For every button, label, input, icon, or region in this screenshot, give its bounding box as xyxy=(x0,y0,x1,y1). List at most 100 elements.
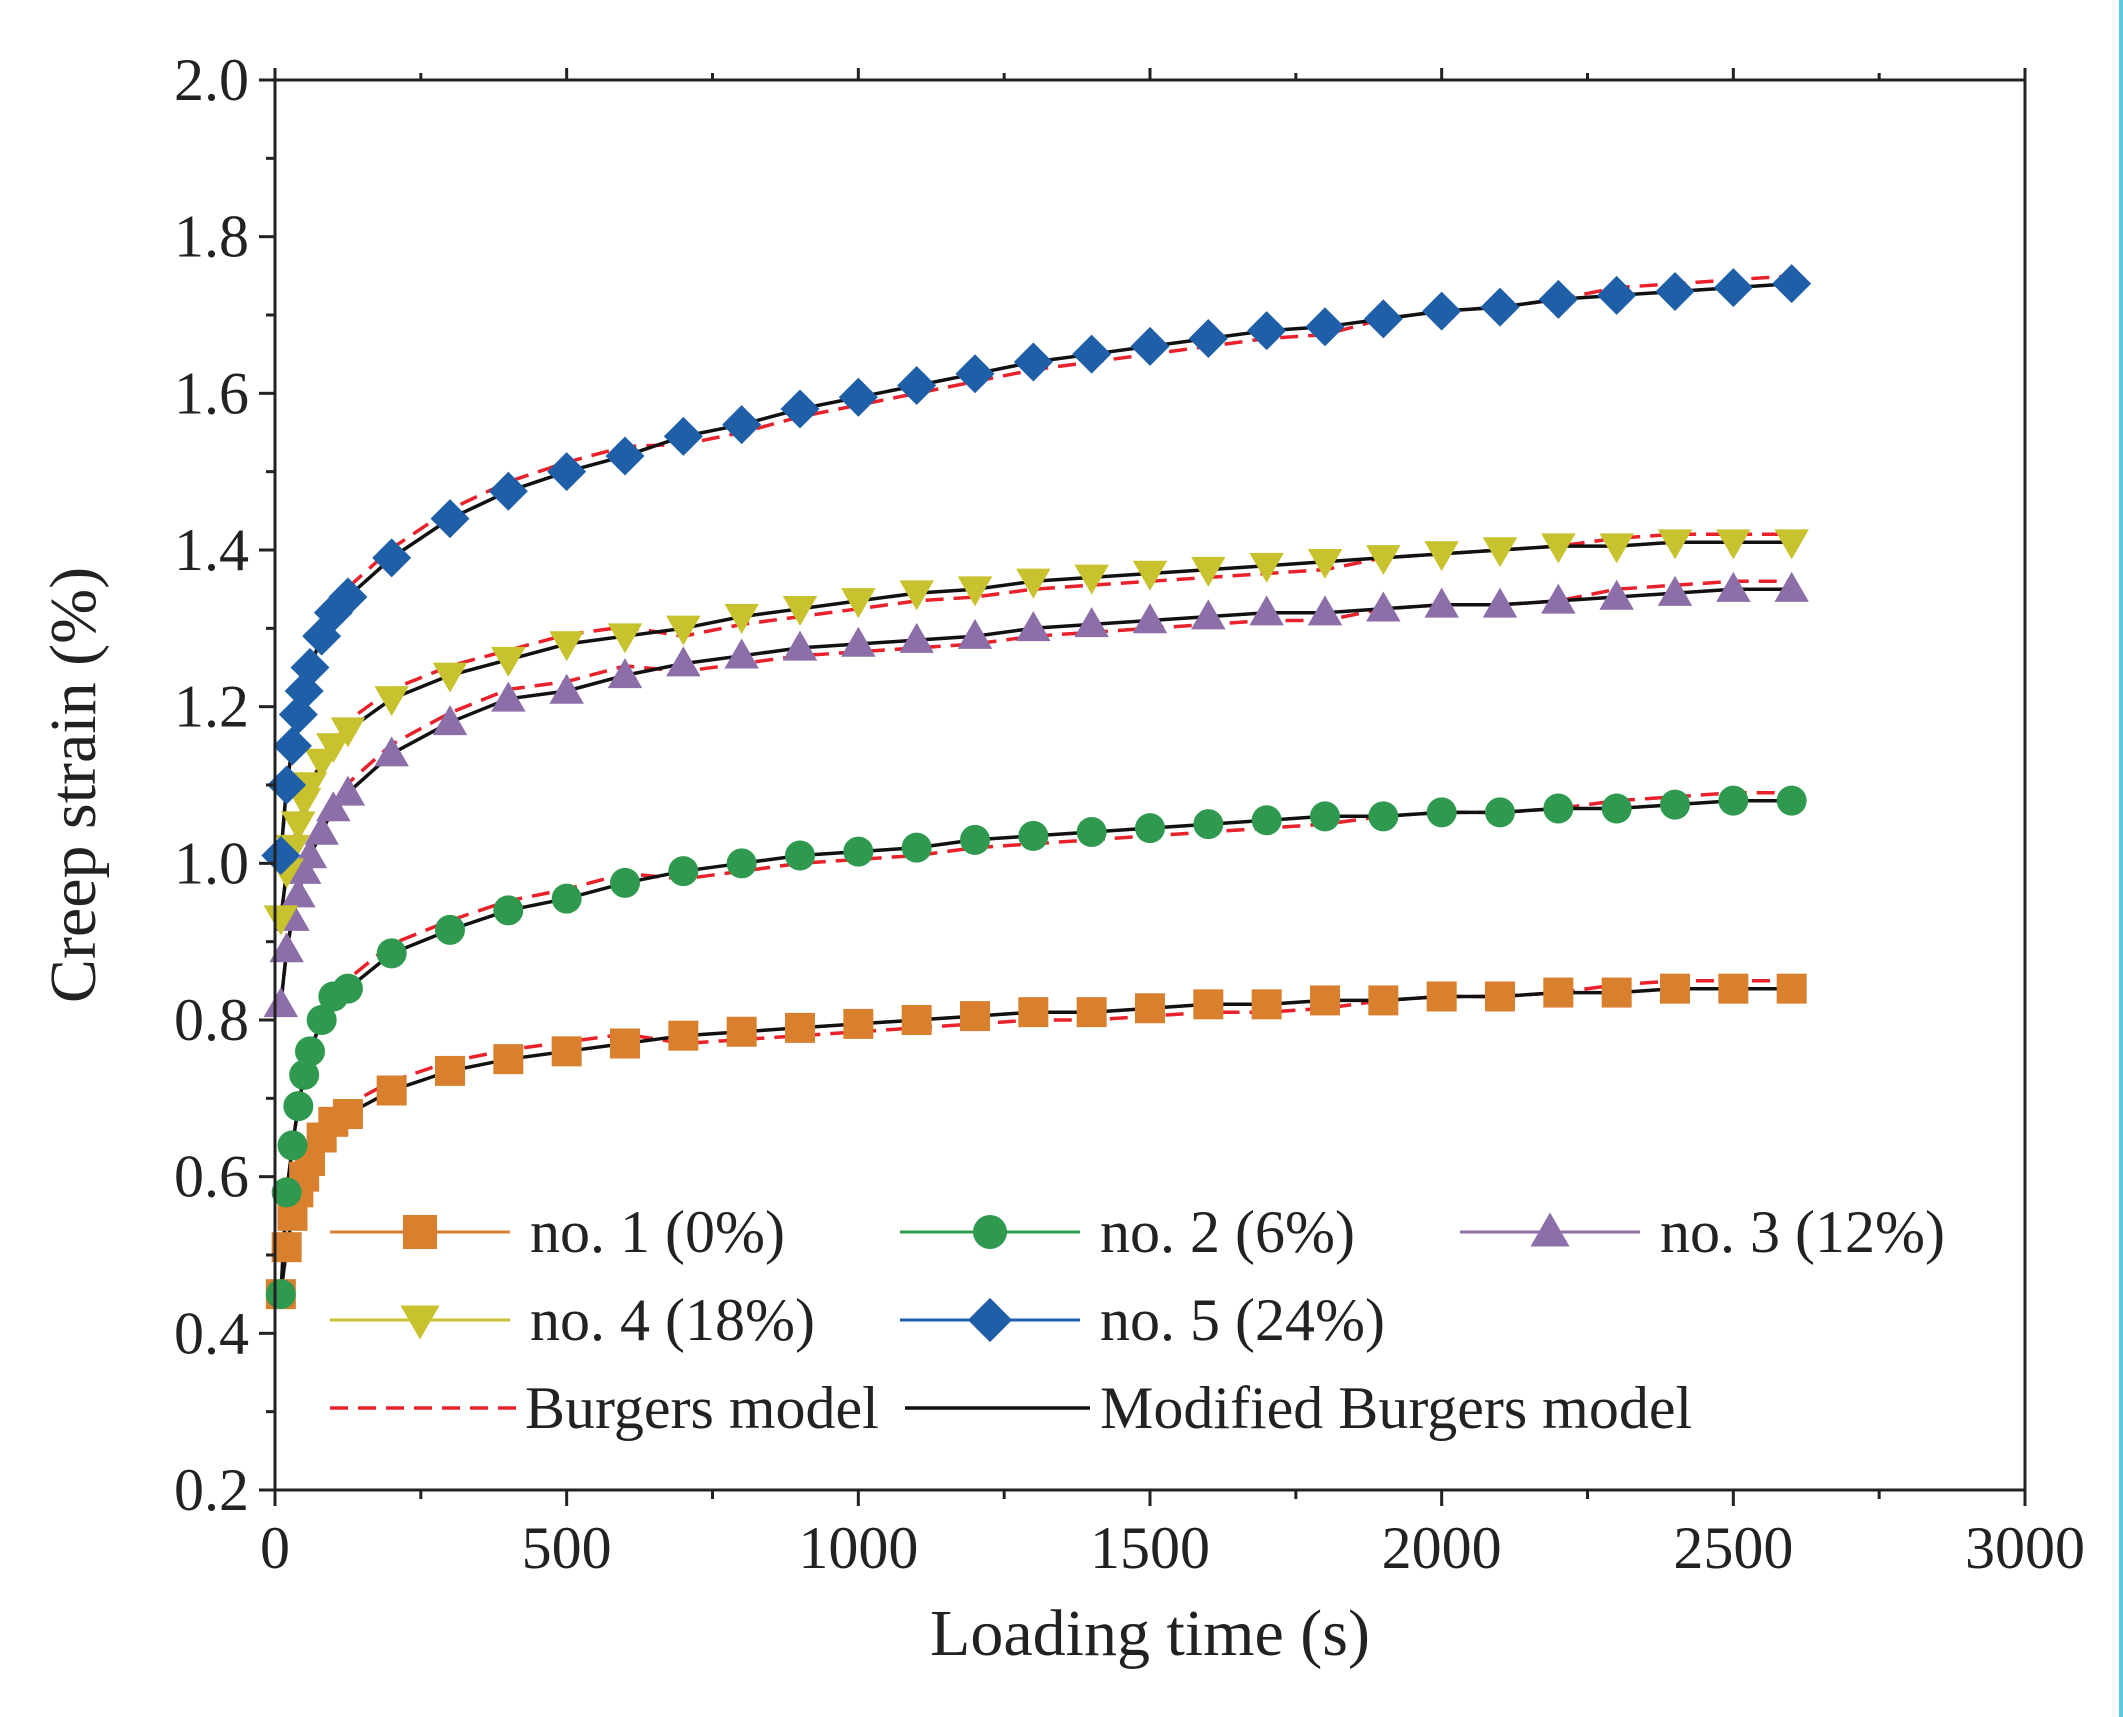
data-point xyxy=(1657,575,1693,606)
data-point xyxy=(271,1177,302,1208)
data-point xyxy=(374,686,409,717)
data-point xyxy=(1188,319,1228,358)
data-point xyxy=(263,905,299,936)
data-point xyxy=(316,733,351,764)
y-tick-label: 0.2 xyxy=(174,1457,249,1523)
y-tick-label: 0.8 xyxy=(174,987,249,1053)
legend-label: no. 5 (24%) xyxy=(1100,1287,1385,1353)
data-point xyxy=(1601,793,1632,824)
data-point xyxy=(432,662,468,693)
data-point xyxy=(1776,973,1807,1004)
data-point xyxy=(1424,541,1459,572)
data-point xyxy=(1016,568,1051,599)
data-point xyxy=(1193,809,1224,840)
data-point xyxy=(1132,560,1168,591)
data-point xyxy=(1074,607,1109,638)
data-point xyxy=(901,832,932,863)
data-point xyxy=(605,436,645,476)
data-point xyxy=(1482,587,1518,618)
data-point xyxy=(1072,334,1112,374)
data-point xyxy=(330,717,366,748)
data-point xyxy=(1541,533,1576,564)
data-point xyxy=(1018,997,1049,1028)
data-point xyxy=(1774,571,1809,602)
data-point xyxy=(435,914,465,945)
data-point xyxy=(292,772,328,803)
data-point xyxy=(1482,537,1518,568)
data-point xyxy=(1424,587,1459,618)
data-point xyxy=(782,630,818,661)
data-point xyxy=(290,648,330,687)
data-point xyxy=(332,973,363,1004)
x-tick-label: 1500 xyxy=(1090,1515,1210,1581)
data-point xyxy=(838,377,878,417)
data-point xyxy=(432,705,468,736)
data-point xyxy=(330,775,366,806)
data-point xyxy=(957,576,993,607)
modified-burgers-fit-line xyxy=(279,281,1792,856)
x-tick-label: 0 xyxy=(260,1515,290,1581)
burgers-fit-line xyxy=(279,979,1792,1295)
data-point xyxy=(283,1091,314,1122)
data-point xyxy=(430,499,470,539)
data-point xyxy=(281,811,316,842)
data-point xyxy=(289,1059,320,1090)
data-point xyxy=(899,580,934,611)
data-point xyxy=(265,1279,296,1310)
data-point xyxy=(1251,989,1282,1020)
axes-layer xyxy=(273,78,2027,1492)
data-point xyxy=(1655,272,1695,311)
data-point xyxy=(1485,797,1515,828)
data-point xyxy=(1249,595,1284,626)
data-point xyxy=(1422,291,1462,331)
data-point xyxy=(1251,805,1282,836)
data-point xyxy=(1193,989,1224,1020)
data-point xyxy=(1135,993,1165,1024)
data-point xyxy=(1426,981,1457,1012)
legend-label-modified: Modified Burgers model xyxy=(1100,1375,1692,1441)
data-point xyxy=(1074,564,1109,595)
data-point xyxy=(899,622,934,653)
data-point xyxy=(551,1036,582,1067)
x-tick-label: 2000 xyxy=(1382,1515,1502,1581)
data-point xyxy=(493,895,524,926)
y-tick-label: 1.0 xyxy=(174,830,249,896)
data-point xyxy=(1249,552,1284,583)
data-point xyxy=(435,1055,465,1086)
data-point xyxy=(263,987,299,1018)
data-point xyxy=(1599,579,1634,610)
data-point xyxy=(1366,591,1401,622)
data-point xyxy=(666,646,701,677)
data-point xyxy=(843,836,874,867)
y-tick-label: 1.8 xyxy=(174,204,249,270)
data-point xyxy=(295,1036,325,1067)
data-point xyxy=(376,938,407,969)
data-point xyxy=(785,840,815,871)
data-point xyxy=(1135,813,1165,844)
data-point xyxy=(1307,595,1343,626)
data-point xyxy=(1076,997,1107,1028)
legend-marker xyxy=(400,1305,440,1340)
data-point xyxy=(273,726,312,766)
data-point xyxy=(668,1020,699,1051)
data-point xyxy=(901,1005,932,1035)
legend-label: no. 2 (6%) xyxy=(1100,1199,1355,1265)
data-point xyxy=(1772,264,1812,304)
data-point xyxy=(1013,342,1053,382)
burgers-fit-line xyxy=(279,579,1792,1005)
y-tick-label: 0.6 xyxy=(174,1144,249,1210)
data-point xyxy=(722,405,762,445)
data-point xyxy=(607,658,643,689)
data-point xyxy=(547,452,587,492)
data-point xyxy=(491,646,526,677)
data-point xyxy=(960,1001,990,1032)
x-axis-title: Loading time (s) xyxy=(930,1597,1370,1670)
data-point xyxy=(957,618,993,649)
data-point xyxy=(1363,299,1403,339)
data-point xyxy=(1599,533,1634,564)
data-point xyxy=(372,538,412,578)
data-point xyxy=(1016,611,1051,642)
data-point xyxy=(1660,973,1690,1004)
data-point xyxy=(1368,985,1399,1016)
